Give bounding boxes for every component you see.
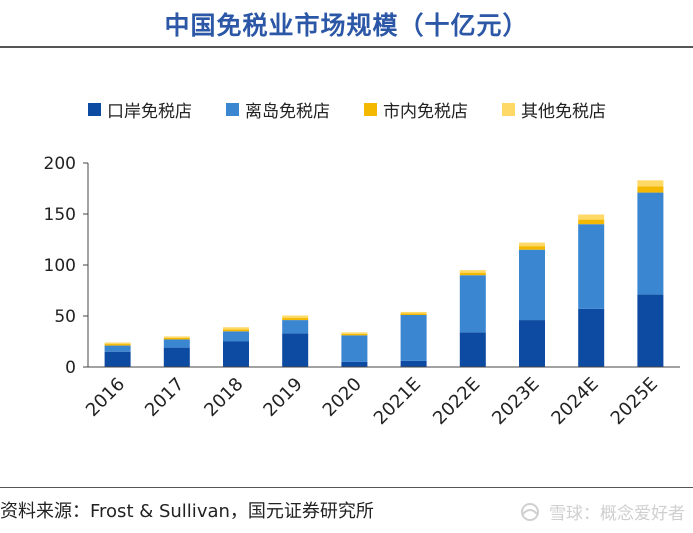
- bar-segment: [459, 270, 486, 273]
- y-tick-label: 150: [44, 205, 76, 225]
- bar-segment: [578, 224, 605, 309]
- watermark-text: 雪球：概念爱好者: [549, 504, 685, 524]
- bar-segment: [223, 331, 249, 342]
- bar-segment: [163, 347, 190, 367]
- x-tick-label: 2024E: [547, 374, 602, 429]
- bar-segment: [341, 333, 368, 336]
- bar-segment: [163, 337, 190, 340]
- bar-segment: [282, 320, 309, 334]
- bar-segment: [578, 308, 605, 367]
- bar-segment: [104, 344, 131, 346]
- bar-segment: [223, 329, 249, 332]
- bar-segment: [637, 294, 664, 367]
- watermark: 雪球：概念爱好者: [517, 499, 685, 524]
- bar-segment: [163, 336, 190, 338]
- bar-segment: [223, 327, 249, 330]
- bar-segment: [637, 192, 664, 295]
- x-tick-label: 2023E: [488, 374, 543, 429]
- x-tick-label: 2025E: [607, 374, 662, 429]
- bar-segment: [163, 339, 190, 348]
- legend-label: 其他免税店: [521, 101, 606, 122]
- bar-segment: [637, 180, 664, 187]
- x-tick-label: 2021E: [370, 374, 425, 429]
- bar-segment: [223, 341, 249, 367]
- bar-segment: [637, 186, 664, 193]
- y-tick-label: 0: [65, 358, 76, 378]
- bar-segment: [519, 320, 545, 367]
- legend-swatch: [88, 102, 101, 116]
- bar-segment: [341, 332, 368, 334]
- bar-segment: [104, 342, 131, 345]
- legend-item-island: 离岛免税店: [226, 97, 330, 122]
- bar-segment: [282, 318, 309, 321]
- bar-segment: [400, 314, 427, 361]
- bar-segment: [282, 333, 309, 367]
- legend-item-port: 口岸免税店: [88, 97, 192, 122]
- bar-segment: [578, 214, 605, 220]
- x-tick-label: 2016: [82, 374, 129, 421]
- chart-legend: 口岸免税店 离岛免税店 市内免税店 其他免税店: [88, 97, 606, 122]
- bar-segment: [459, 272, 486, 276]
- bar-segment: [459, 275, 486, 333]
- bar-segment: [519, 246, 545, 250]
- x-tick-label: 2020: [319, 374, 366, 421]
- y-tick-label: 100: [44, 256, 76, 276]
- bar-segment: [578, 219, 605, 225]
- y-tick-label: 50: [54, 307, 76, 327]
- bar-segment: [519, 249, 545, 321]
- x-tick-label: 2017: [141, 374, 188, 421]
- legend-item-other: 其他免税店: [502, 97, 606, 122]
- bar-segment: [400, 311, 427, 314]
- bar-segment: [400, 313, 427, 315]
- bar-segment: [341, 335, 368, 362]
- chart-title: 中国免税业市场规模（十亿元）: [164, 11, 529, 40]
- bottom-divider: [0, 487, 693, 488]
- x-tick-label: 2022E: [429, 374, 484, 429]
- bar-segment: [519, 242, 545, 247]
- x-tick-label: 2019: [259, 374, 306, 421]
- legend-swatch: [502, 102, 515, 116]
- y-tick-label: 200: [44, 154, 76, 174]
- bar-segment: [104, 351, 131, 367]
- legend-item-downtown: 市内免税店: [364, 97, 468, 122]
- x-tick-label: 2018: [200, 374, 247, 421]
- legend-label: 市内免税店: [383, 101, 468, 122]
- source-note: 资料来源：Frost & Sullivan，国元证券研究所: [0, 501, 374, 522]
- legend-label: 口岸免税店: [107, 101, 192, 122]
- bar-segment: [104, 345, 131, 352]
- bar-segment: [400, 360, 427, 367]
- bar-segment: [282, 315, 309, 319]
- bar-segment: [459, 332, 486, 367]
- legend-swatch: [364, 102, 377, 116]
- legend-label: 离岛免税店: [245, 101, 330, 122]
- top-divider: [0, 46, 693, 48]
- snowball-logo-icon: [521, 502, 539, 521]
- legend-swatch: [226, 102, 239, 116]
- bar-segment: [341, 361, 368, 367]
